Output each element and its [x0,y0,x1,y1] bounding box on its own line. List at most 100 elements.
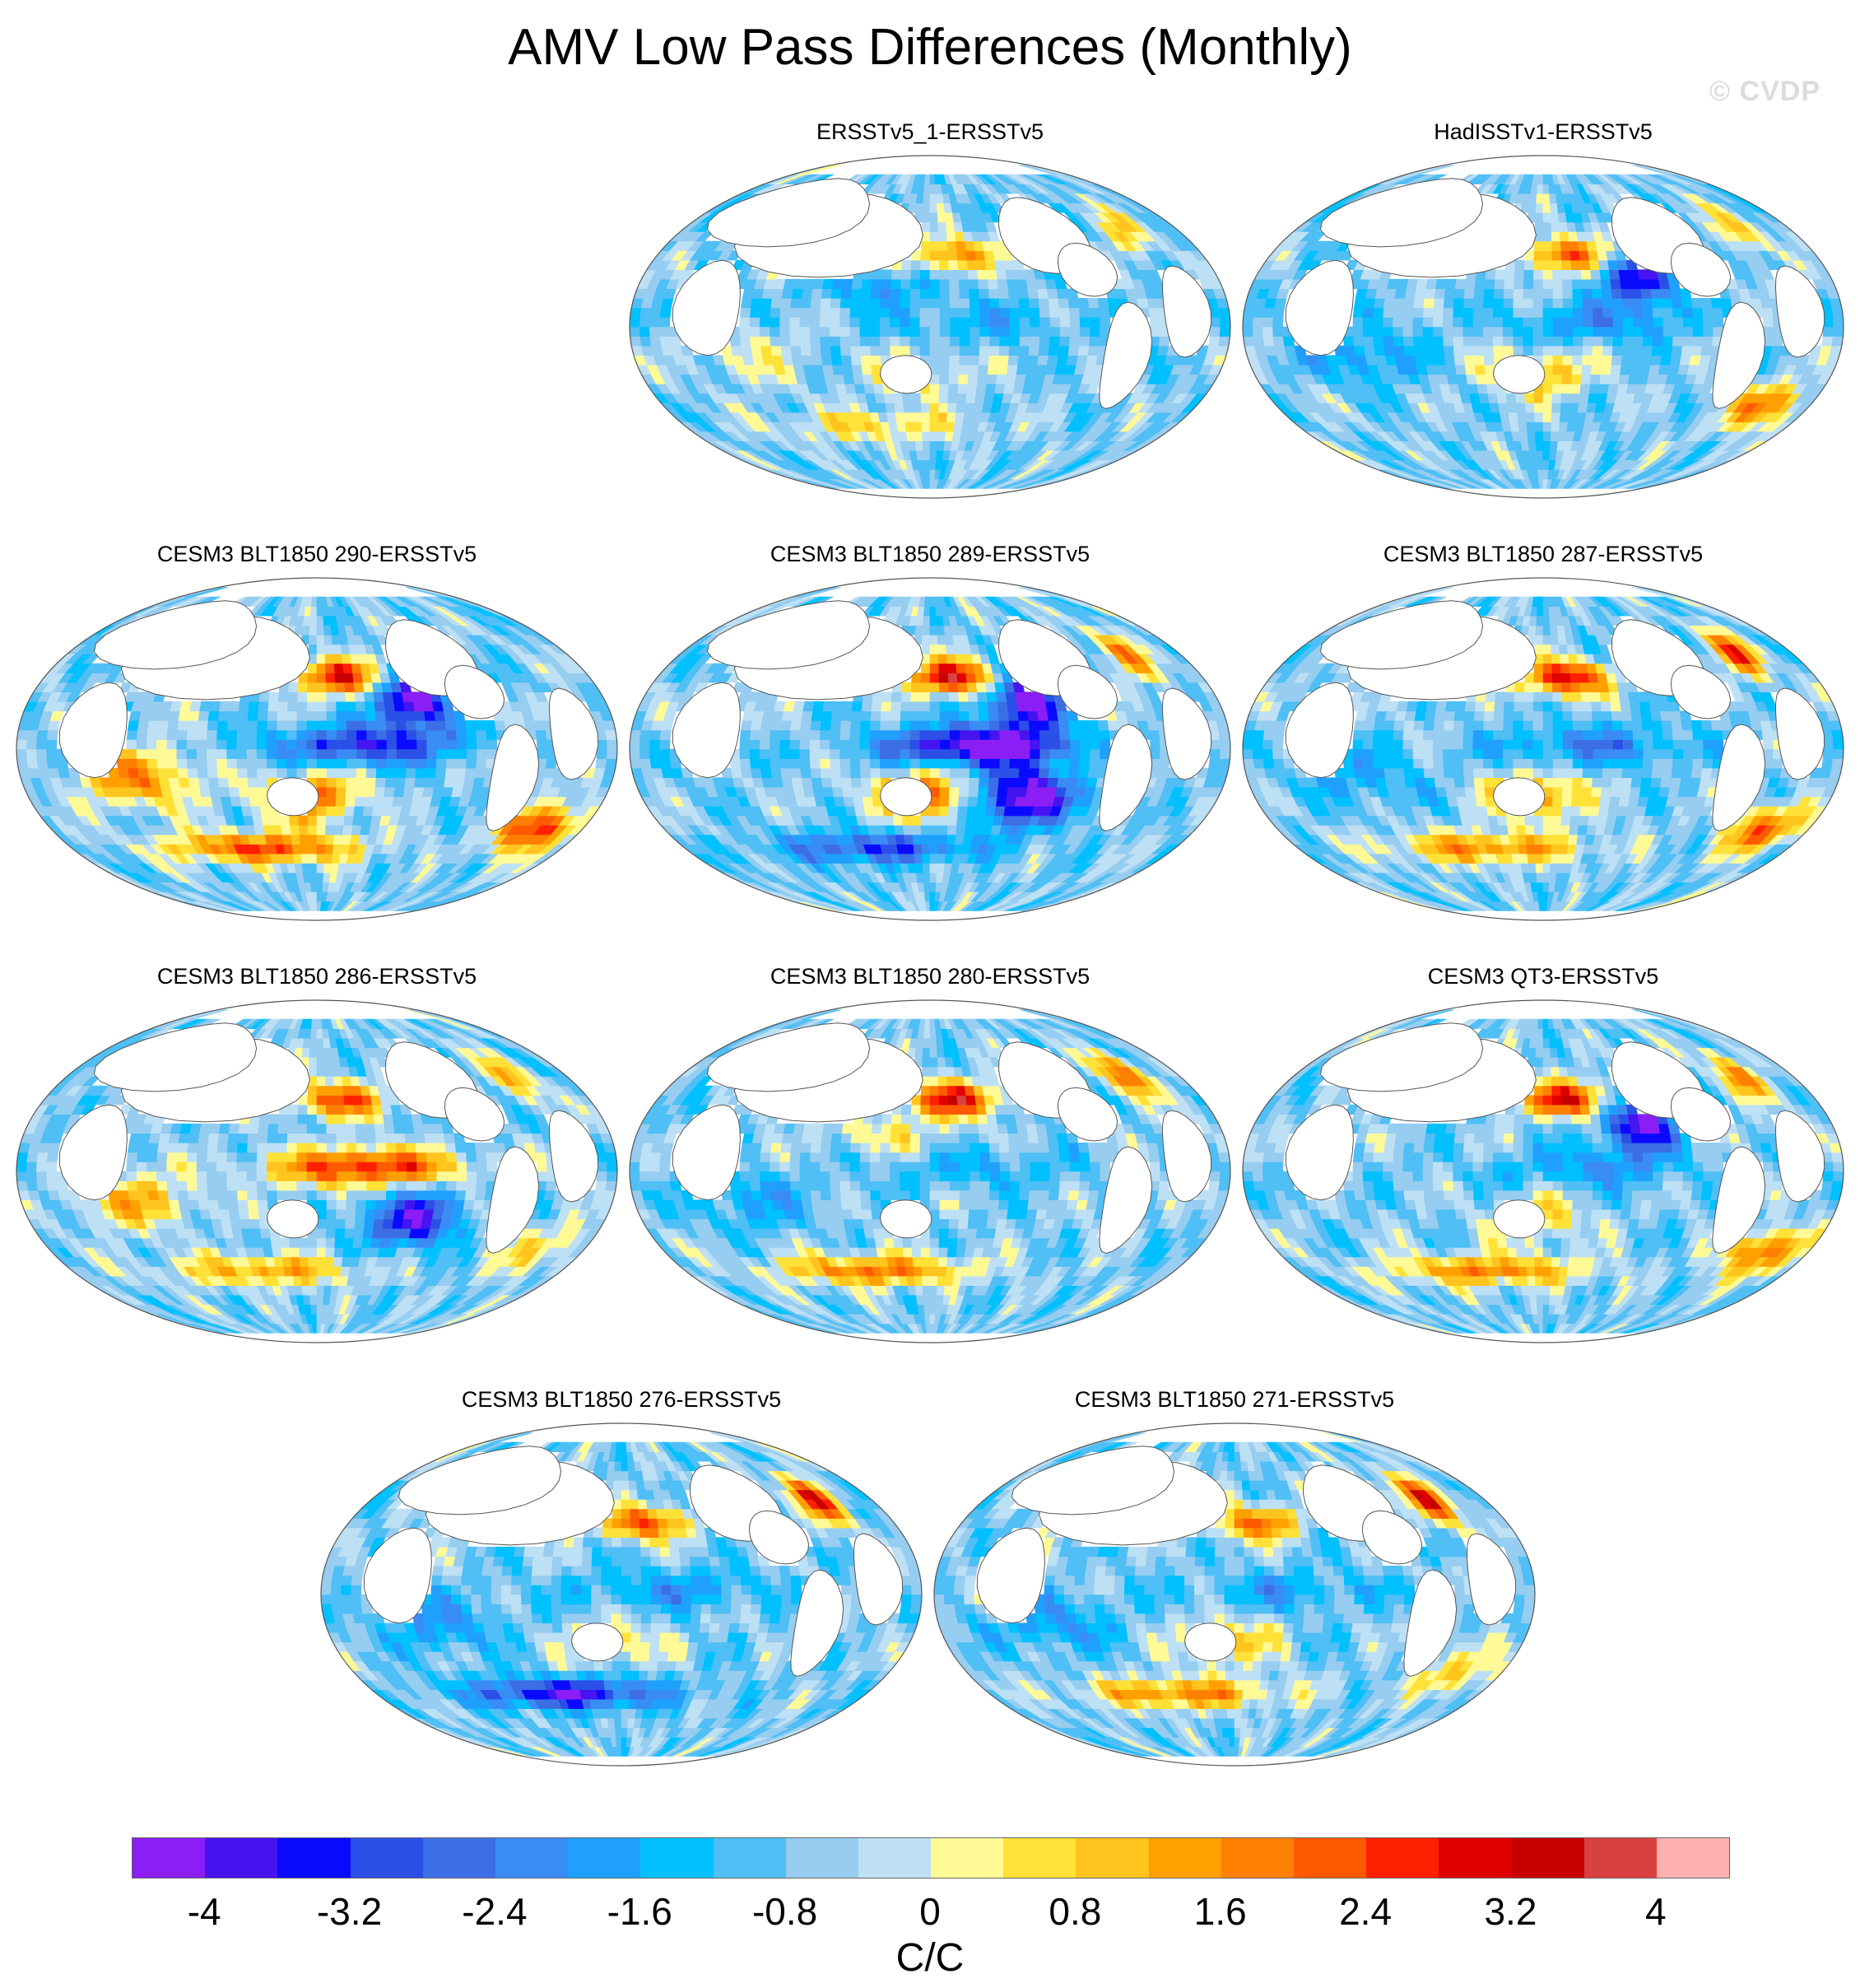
sst-cell [1517,412,1528,422]
sst-cell [296,767,308,778]
sst-cell [1532,288,1544,299]
sst-cell [922,212,931,223]
sst-cell [1503,336,1514,347]
sst-cell [196,729,208,740]
sst-cell [412,701,425,712]
sst-cell [1425,278,1438,290]
sst-cell [216,758,228,769]
sst-cell [1362,336,1374,347]
sst-cell [1473,298,1485,309]
sst-cell [820,345,832,356]
sst-cell [892,393,904,403]
sst-cell [839,307,851,318]
sst-cell [289,815,300,826]
sst-cell [840,288,853,299]
map-plot [629,155,1231,499]
sst-cell [1027,288,1039,299]
sst-cell [365,701,376,712]
sst-cell [900,317,911,328]
sst-cell [267,710,278,721]
sst-cell [335,682,346,692]
sst-cell [1493,298,1504,309]
sst-cell [1542,240,1553,251]
sst-cell [1550,203,1559,213]
sst-cell [1039,317,1051,328]
sst-cell [335,805,346,817]
sst-cell [332,644,342,654]
sst-cell [929,269,941,280]
sst-cell [799,307,811,318]
sst-cell [346,710,357,721]
sst-cell [1582,355,1593,365]
sst-cell [309,863,318,873]
sst-cell [789,307,802,318]
sst-cell [236,748,248,759]
sst-cell [1039,336,1051,347]
sst-cell [484,720,496,731]
sst-cell [890,288,901,299]
sst-cell [384,710,397,721]
sst-cell [849,326,861,337]
sst-cell [802,278,816,290]
sst-cell [306,691,318,702]
sst-cell [156,758,168,769]
sst-cell [396,748,407,759]
sst-cell [336,701,346,712]
sst-cell [979,336,991,347]
sst-cell [974,250,986,261]
sst-cell [287,701,298,712]
sst-cell [909,278,921,290]
sst-cell [1581,278,1593,290]
sst-cell [800,298,812,309]
sst-cell [830,307,841,318]
sst-cell [291,834,301,845]
land-outline [1099,301,1153,409]
sst-cell [929,336,941,347]
sst-cell [426,739,438,750]
sst-cell [896,421,907,432]
sst-cell [474,720,486,731]
sst-cell [394,710,407,721]
land-outline [93,600,258,670]
sst-cell [890,269,902,280]
sst-cell [404,777,416,788]
sst-cell [316,853,325,864]
sst-cell [945,221,956,232]
sst-cell [435,767,447,778]
sst-cell [277,767,288,778]
sst-cell [1007,355,1020,365]
sst-cell [1520,440,1530,451]
sst-cell [800,345,812,356]
sst-cell [336,720,347,731]
sst-cell [1478,393,1490,403]
sst-cell [956,393,968,403]
sst-cell [248,701,260,712]
sst-cell [1087,345,1100,356]
sst-cell [351,663,362,673]
sst-cell [1513,288,1524,299]
sst-cell [226,748,238,759]
sst-cell [1374,288,1388,299]
sst-cell [1550,212,1560,223]
map-border [16,577,618,921]
sst-cell [435,729,448,740]
sst-cell [325,663,336,673]
sst-cell [414,710,426,721]
sst-cell [1593,307,1604,318]
sst-cell [217,710,230,721]
sst-cell [1542,459,1550,470]
sst-cell [323,635,333,645]
sst-cell [1612,317,1624,328]
sst-cell [156,729,168,740]
sst-cell [316,748,328,759]
sst-cell [310,891,318,902]
sst-cell [839,317,851,328]
sst-cell [851,278,863,290]
sst-cell [384,786,396,798]
sst-cell [780,298,793,309]
sst-cell [1272,317,1284,328]
sst-cell [188,710,201,721]
sst-cell [937,421,947,432]
sst-cell [970,317,981,328]
sst-cell [1572,355,1583,365]
